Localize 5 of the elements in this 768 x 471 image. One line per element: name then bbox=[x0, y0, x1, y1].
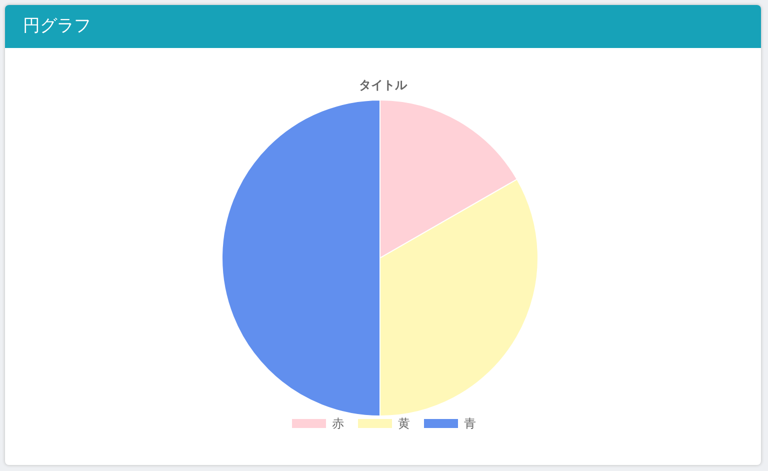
legend-label: 黄 bbox=[398, 416, 410, 430]
text: 円グラフ bbox=[5, 5, 761, 48]
legend-label: 青 bbox=[464, 416, 476, 430]
legend-label: 赤 bbox=[332, 416, 344, 430]
chart-subtitle: タイトル bbox=[359, 78, 408, 92]
